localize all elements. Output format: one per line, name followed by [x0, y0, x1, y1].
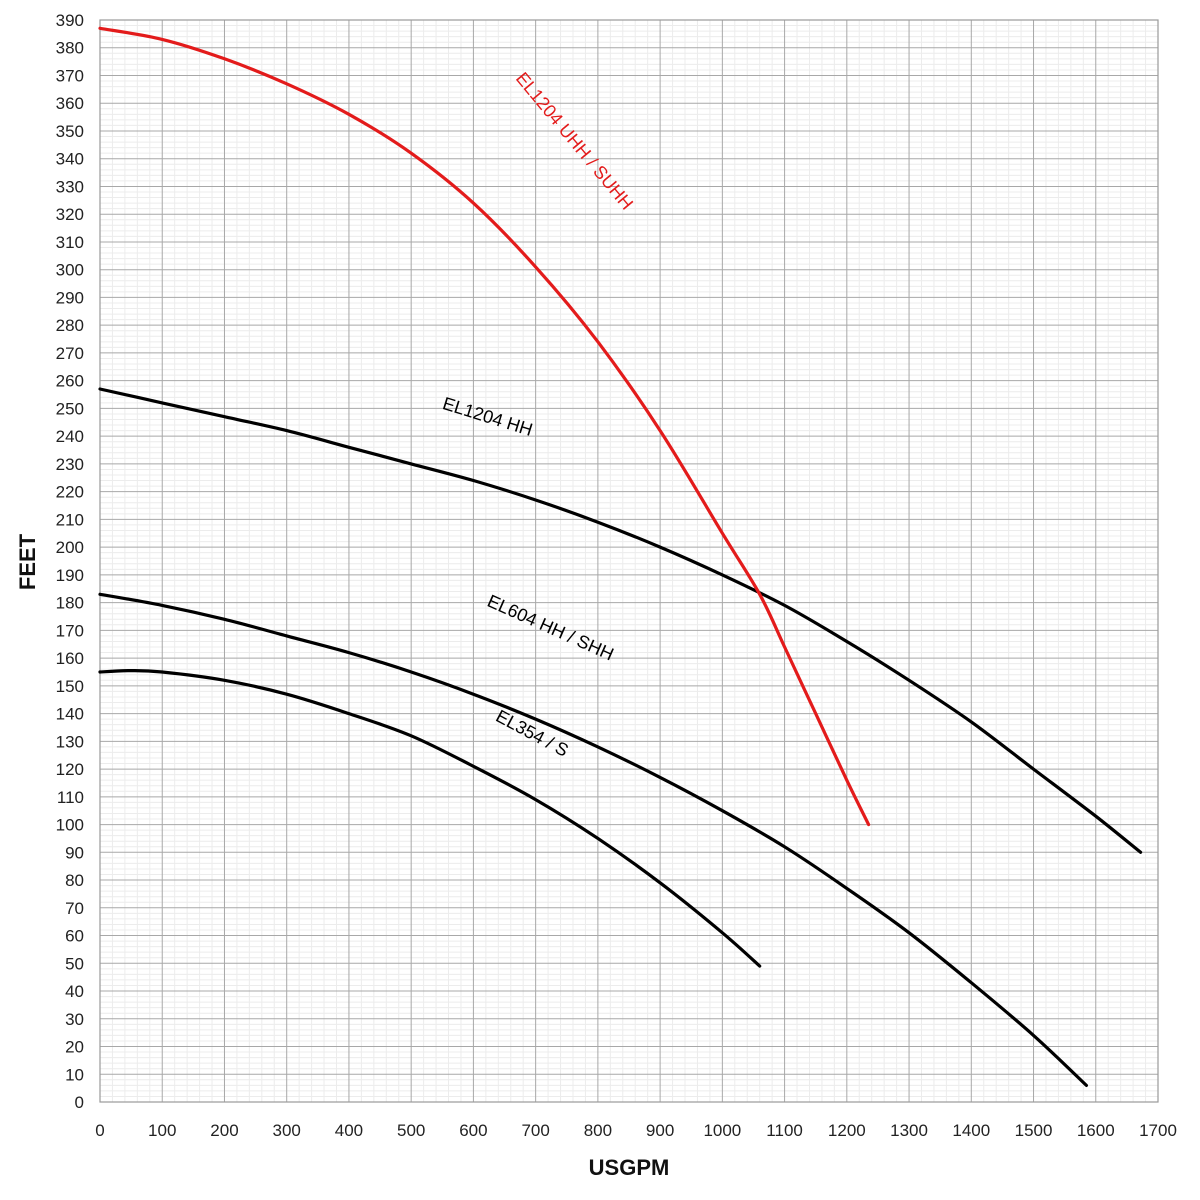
y-tick-label: 10 [65, 1065, 84, 1084]
x-tick-labels: 0 100 200 300 400 500 600 700 800 900 1000 1100 1200… [95, 1121, 1177, 1140]
x-tick-label: 700 [521, 1121, 549, 1140]
y-tick-label: 350 [56, 122, 84, 141]
y-tick-label: 40 [65, 982, 84, 1001]
x-tick-label: 300 [273, 1121, 301, 1140]
x-tick-label: 1100 [766, 1121, 803, 1140]
y-tick-label: 310 [56, 233, 84, 252]
y-tick-label: 220 [56, 483, 84, 502]
x-tick-label: 1200 [828, 1121, 866, 1140]
x-tick-label: 1000 [703, 1121, 741, 1140]
series-line-el1204-uhh-suhh [98, 26, 871, 827]
y-tick-label: 230 [56, 455, 84, 474]
y-tick-label: 330 [56, 177, 84, 196]
y-tick-label: 240 [56, 427, 84, 446]
x-tick-label: 800 [584, 1121, 612, 1140]
y-tick-label: 120 [56, 760, 84, 779]
x-tick-label: 900 [646, 1121, 674, 1140]
y-tick-label: 100 [56, 816, 84, 835]
y-tick-label: 360 [56, 94, 84, 113]
x-tick-label: 1700 [1139, 1121, 1177, 1140]
x-tick-label: 500 [397, 1121, 425, 1140]
y-tick-label: 90 [65, 843, 84, 862]
y-tick-labels: 0 10 20 30 40 50 60 70 80 90 100 110 120 130 140 150 160… [56, 11, 84, 1112]
y-tick-label: 290 [56, 288, 84, 307]
x-tick-label: 100 [148, 1121, 176, 1140]
y-tick-label: 390 [56, 11, 84, 30]
y-tick-label: 140 [56, 705, 84, 724]
y-tick-label: 20 [65, 1038, 84, 1057]
y-tick-label: 170 [56, 621, 84, 640]
x-tick-label: 0 [95, 1121, 104, 1140]
y-tick-label: 300 [56, 261, 84, 280]
y-tick-label: 380 [56, 39, 84, 58]
series-line-el1204-hh [98, 387, 1143, 854]
x-tick-label: 600 [459, 1121, 487, 1140]
y-tick-label: 370 [56, 66, 84, 85]
x-tick-label: 1400 [952, 1121, 990, 1140]
x-tick-label: 1500 [1015, 1121, 1053, 1140]
y-tick-label: 320 [56, 205, 84, 224]
x-tick-label: 1600 [1077, 1121, 1115, 1140]
y-tick-label: 250 [56, 399, 84, 418]
y-tick-label: 70 [65, 899, 84, 918]
y-tick-label: 130 [56, 732, 84, 751]
x-axis-title: USGPM [589, 1155, 670, 1180]
y-tick-label: 270 [56, 344, 84, 363]
x-tick-label: 200 [210, 1121, 238, 1140]
y-tick-label: 80 [65, 871, 84, 890]
series-line-el354-s [98, 668, 762, 968]
y-axis-title: FEET [15, 533, 40, 590]
series-line-el604-hh-shh [98, 592, 1088, 1087]
plot-frame [99, 19, 1159, 1103]
y-tick-label: 0 [75, 1093, 84, 1112]
y-tick-label: 160 [56, 649, 84, 668]
x-tick-label: 400 [335, 1121, 363, 1140]
y-tick-label: 110 [57, 788, 84, 807]
y-tick-label: 190 [56, 566, 84, 585]
y-tick-label: 280 [56, 316, 84, 335]
y-tick-label: 60 [65, 927, 84, 946]
y-tick-label: 150 [56, 677, 84, 696]
y-tick-label: 340 [56, 150, 84, 169]
y-tick-label: 50 [65, 954, 84, 973]
y-tick-label: 30 [65, 1010, 84, 1029]
y-tick-label: 260 [56, 372, 84, 391]
x-tick-label: 1300 [890, 1121, 928, 1140]
series-layer [98, 26, 1143, 1087]
minor-grid [100, 20, 1158, 1102]
y-tick-label: 200 [56, 538, 84, 557]
y-tick-label: 210 [56, 510, 84, 529]
y-tick-label: 180 [56, 594, 84, 613]
